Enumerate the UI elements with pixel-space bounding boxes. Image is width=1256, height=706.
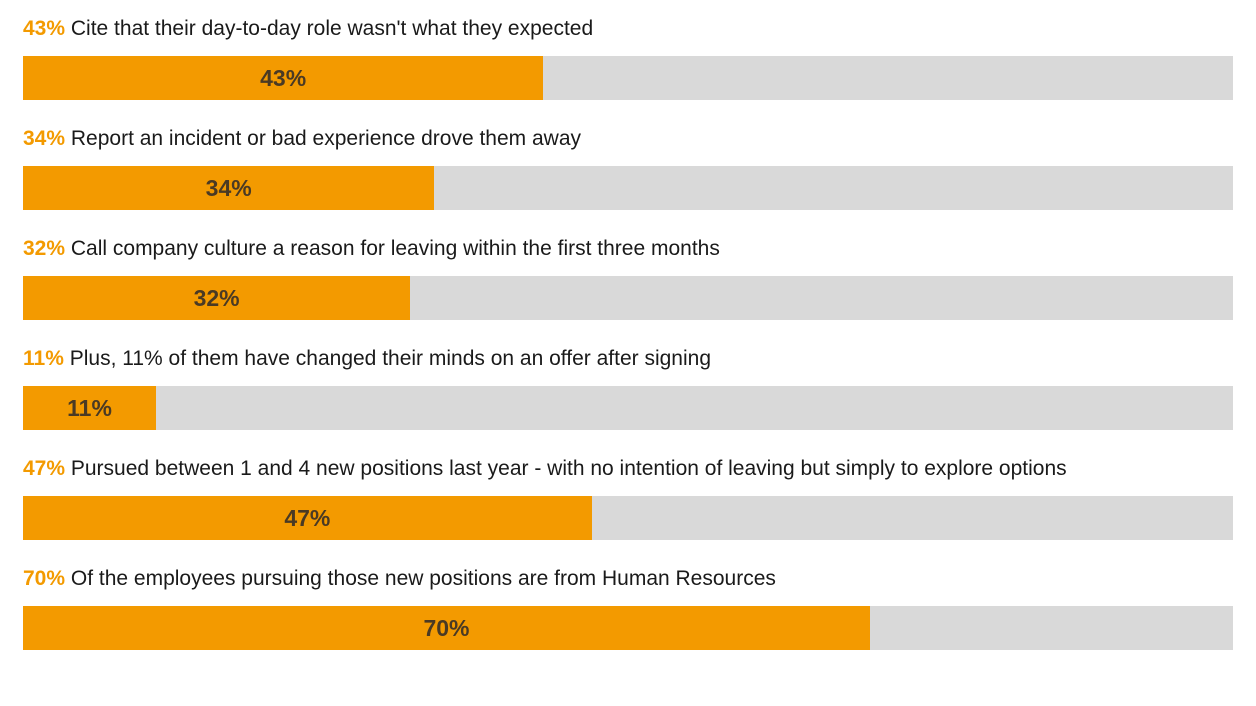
bar-value-label: 47%: [284, 505, 331, 531]
bar-value-label: 43%: [260, 65, 307, 91]
bar-track: 34%: [23, 166, 1233, 210]
row-label-percent: 70%: [23, 567, 66, 590]
row-label-percent: 32%: [23, 237, 66, 260]
bar-track: 43%: [23, 56, 1233, 100]
bar-fill: 70%: [23, 606, 870, 650]
bar-fill: 47%: [23, 496, 592, 540]
row-label: 32% Call company culture a reason for le…: [23, 236, 720, 262]
chart-row-3: 32% Call company culture a reason for le…: [23, 220, 1233, 320]
row-label-percent: 34%: [23, 127, 66, 150]
chart-row-5: 47% Pursued between 1 and 4 new position…: [23, 440, 1233, 540]
bar-fill: 34%: [23, 166, 435, 210]
row-label-text: Of the employees pursuing those new posi…: [70, 567, 776, 590]
row-label: 47% Pursued between 1 and 4 new position…: [23, 456, 1067, 482]
row-label-text: Pursued between 1 and 4 new positions la…: [70, 457, 1067, 480]
row-label: 70% Of the employees pursuing those new …: [23, 566, 776, 592]
row-label: 11% Plus, 11% of them have changed their…: [23, 346, 711, 372]
bar-value-label: 34%: [205, 175, 252, 201]
bar-track: 32%: [23, 276, 1233, 320]
row-label-percent: 47%: [23, 457, 66, 480]
bar-fill: 43%: [23, 56, 544, 100]
row-label-text: Call company culture a reason for leavin…: [70, 237, 720, 260]
bar-value-label: 32%: [193, 285, 240, 311]
chart-row-4: 11% Plus, 11% of them have changed their…: [23, 330, 1233, 430]
row-label-percent: 43%: [23, 17, 66, 40]
bar-value-label: 70%: [423, 615, 470, 641]
bar-track: 11%: [23, 386, 1233, 430]
row-label: 34% Report an incident or bad experience…: [23, 126, 581, 152]
row-label: 43% Cite that their day-to-day role wasn…: [23, 16, 593, 42]
row-label-text: Cite that their day-to-day role wasn't w…: [70, 17, 594, 40]
bar-track: 47%: [23, 496, 1233, 540]
bar-fill: 32%: [23, 276, 411, 320]
chart-row-2: 34% Report an incident or bad experience…: [23, 110, 1233, 210]
row-label-percent: 11%: [23, 347, 64, 370]
row-label-text: Report an incident or bad experience dro…: [70, 127, 582, 150]
chart-row-1: 43% Cite that their day-to-day role wasn…: [23, 0, 1233, 100]
bar-fill: 11%: [23, 386, 157, 430]
chart-row-6: 70% Of the employees pursuing those new …: [23, 550, 1233, 650]
bar-track: 70%: [23, 606, 1233, 650]
bar-value-label: 11%: [67, 395, 112, 421]
row-label-text: Plus, 11% of them have changed their min…: [69, 347, 711, 370]
